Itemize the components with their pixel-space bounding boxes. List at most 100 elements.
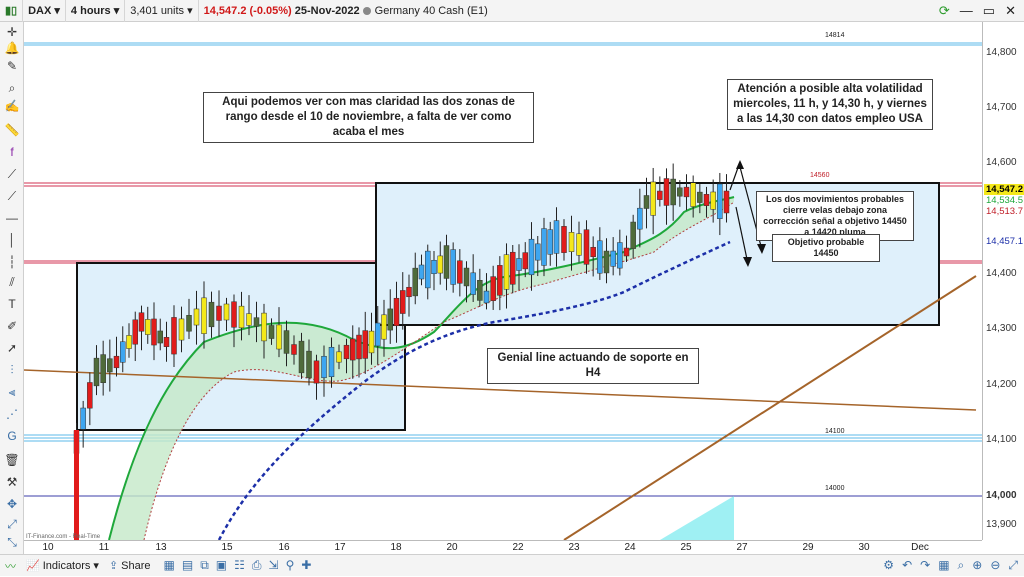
candle-body	[683, 186, 690, 198]
candle-body	[261, 312, 267, 342]
y-label: 14,700	[986, 102, 1017, 113]
save-icon[interactable]: ▣	[215, 558, 228, 572]
price-chart[interactable]: 14814 14560 14420 14100 14000 Aqui podem…	[23, 22, 982, 541]
bell-icon[interactable]: 🔔	[4, 41, 20, 55]
candle-body	[216, 305, 222, 321]
candle-body	[283, 330, 290, 354]
text-tool-icon[interactable]: T	[8, 297, 16, 311]
x-label: 30	[858, 542, 870, 553]
candle-body	[306, 350, 312, 379]
y-label: 14,000	[986, 490, 1017, 501]
snapshot-icon[interactable]: ▦	[163, 558, 175, 572]
candle-body	[328, 346, 335, 378]
vertical-line-icon[interactable]: │	[8, 233, 16, 247]
moves-note[interactable]: Los dos movimientos probables cierre vel…	[756, 191, 914, 241]
price-date: 25-Nov-2022	[294, 4, 360, 17]
redo-icon[interactable]: ↷	[920, 558, 931, 572]
arrow-tool-icon[interactable]: ➚	[6, 341, 18, 355]
candle-body	[717, 183, 723, 219]
fib-circle-icon[interactable]: G	[7, 429, 17, 443]
candle-body	[637, 207, 643, 230]
candle-body	[541, 228, 547, 266]
bottom-toolbar: 〰 📈 Indicators ▾ ⇪ Share ▦ ▤ ⧉ ▣ ☷ ⎙ ⇲ ⚲ ✚ …	[0, 554, 1024, 576]
trendline-icon[interactable]: ⟋	[7, 167, 17, 181]
candle-body	[276, 324, 282, 350]
zoom-in-icon[interactable]: ⊕	[972, 558, 983, 572]
move-icon[interactable]: ✥	[6, 497, 18, 511]
settings-icon[interactable]: ⚙	[883, 558, 895, 572]
range-note[interactable]: Aqui podemos ver con mas claridad las do…	[203, 92, 534, 143]
zoom-out-icon[interactable]: ⊖	[990, 558, 1001, 572]
support-note[interactable]: Genial line actuando de soporte en H4	[487, 348, 699, 384]
symbol-selector[interactable]: DAX ▾	[23, 0, 66, 22]
magnifier-icon[interactable]: ⌕	[8, 81, 16, 95]
fit-icon[interactable]: ⤢	[1008, 558, 1018, 572]
fibonacci-icon[interactable]: f	[10, 145, 14, 159]
candle-body	[193, 308, 200, 326]
brush-icon[interactable]: ✍	[4, 99, 20, 113]
vertical-ray-icon[interactable]: ┆	[8, 255, 16, 269]
price-change: 14,547.2 (-0.05%)	[203, 4, 292, 17]
chart-type-button[interactable]: 〰	[0, 555, 21, 577]
candle-body	[107, 358, 113, 373]
candle-body	[201, 297, 207, 334]
timeframe-selector[interactable]: 4 hours ▾	[66, 0, 126, 22]
print-icon[interactable]: ⎙	[251, 558, 262, 572]
expand-icon[interactable]: ⤢	[7, 517, 17, 531]
candle-body	[157, 330, 163, 344]
ruler-icon[interactable]: 📏	[4, 123, 20, 137]
zoom-icon[interactable]: ⚲	[285, 558, 295, 572]
callout-icon[interactable]: ✐	[6, 319, 18, 333]
volatility-note[interactable]: Atención a posible alta volatilidad mier…	[727, 79, 933, 130]
level-label-14000: 14000	[825, 485, 845, 492]
price-axis[interactable]: 14,800 14,700 14,600 14,400 14,300 14,20…	[982, 22, 1024, 540]
ray-icon[interactable]: ⟋	[7, 189, 17, 203]
candle-body	[425, 250, 431, 289]
cursor-icon[interactable]: ✛	[6, 25, 18, 39]
channel-icon[interactable]: ⫽	[9, 275, 15, 289]
layout-icon[interactable]: ▤	[181, 558, 194, 572]
copy-icon[interactable]: ⧉	[200, 558, 209, 572]
x-label: 27	[736, 542, 748, 553]
drawing-toolbar: ✛ 🔔 ✎ ⌕ ✍ 📏 f ⟋ ⟋ — │ ┆ ⫽ T ✐ ➚ ⫶ ⫷ ⋰ G …	[0, 22, 24, 554]
search-icon[interactable]: ⌕	[957, 558, 965, 572]
window-controls: ⟳ — ▭ ✕	[939, 3, 1024, 19]
ma-red-dotted-line	[143, 201, 735, 541]
collapse-icon[interactable]: ⤡	[7, 535, 17, 549]
fan-icon[interactable]: ⫶	[10, 363, 14, 377]
fib-extension-icon[interactable]: ⋰	[6, 407, 18, 421]
share-button[interactable]: ⇪ Share	[104, 555, 156, 577]
current-price-badge: 14,547.2	[984, 184, 1024, 195]
settings-tools-icon[interactable]: ⚒	[6, 475, 18, 489]
target-note[interactable]: Objetivo probable 14450	[772, 234, 880, 262]
candle-body	[126, 335, 132, 349]
y-label: 14,600	[986, 157, 1017, 168]
grid-icon[interactable]: ▦	[938, 558, 950, 572]
refresh-icon[interactable]: ⟳	[938, 2, 950, 18]
time-axis[interactable]: 10 11 13 15 16 17 18 20 22 23 24 25 27 2…	[24, 540, 982, 554]
candle-body	[710, 191, 716, 210]
close-icon[interactable]: ✕	[1005, 2, 1016, 18]
minimize-icon[interactable]: —	[959, 2, 973, 18]
trash-icon[interactable]: 🗑	[4, 453, 20, 467]
candle-body	[657, 190, 663, 200]
units-selector[interactable]: 3,401 units ▾	[125, 0, 199, 22]
maximize-icon[interactable]: ▭	[982, 2, 996, 18]
pencil-icon[interactable]: ✎	[6, 59, 18, 73]
indicators-button[interactable]: 📈 Indicators ▾	[21, 555, 104, 577]
share-label: Share	[121, 559, 151, 572]
candle-body	[223, 303, 230, 321]
gann-icon[interactable]: ⫷	[8, 385, 16, 399]
candle-body	[356, 334, 362, 360]
candle-body	[368, 330, 375, 354]
undo-icon[interactable]: ↶	[902, 558, 913, 572]
candle-body	[120, 341, 126, 363]
candle-body	[610, 250, 616, 267]
candle-body	[490, 276, 496, 301]
x-label: 23	[568, 542, 580, 553]
crosshair-icon[interactable]: ✚	[301, 558, 312, 572]
template-icon[interactable]: ☷	[234, 558, 245, 572]
ma-green-line	[108, 196, 735, 541]
horizontal-line-icon[interactable]: —	[6, 211, 18, 225]
export-icon[interactable]: ⇲	[268, 558, 279, 572]
